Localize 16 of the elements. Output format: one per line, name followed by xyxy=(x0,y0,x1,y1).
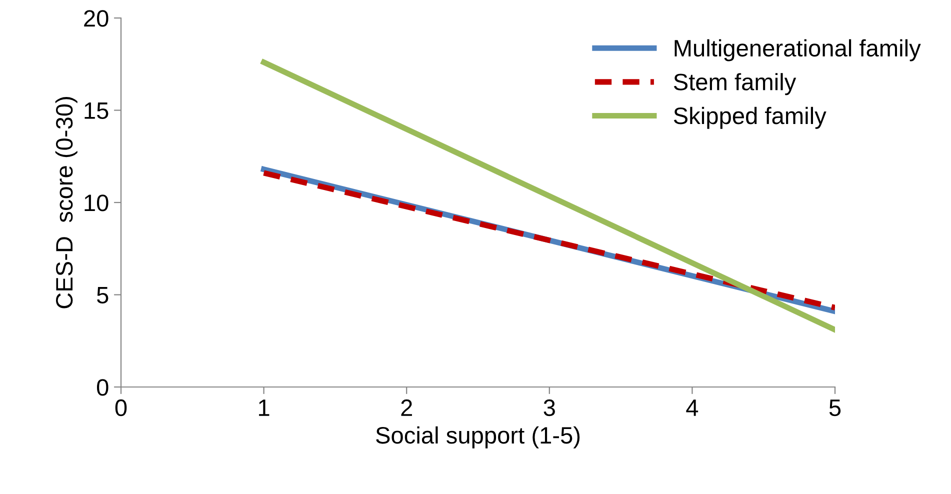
y-tick-label: 5 xyxy=(97,287,108,304)
x-tick-label: 3 xyxy=(544,399,555,416)
y-tick-label: 0 xyxy=(96,379,108,396)
legend-label: Stem family xyxy=(674,73,796,96)
x-tick-label: 0 xyxy=(115,399,127,416)
legend-label: Multigenerational family xyxy=(674,39,921,62)
y-tick-label: 20 xyxy=(84,10,108,27)
x-tick-label: 1 xyxy=(259,400,270,416)
x-tick-label: 5 xyxy=(829,400,841,416)
y-tick-label: 15 xyxy=(84,102,108,120)
y-tick-label: 10 xyxy=(84,194,108,212)
x-tick-label: 2 xyxy=(401,399,412,416)
x-axis-title: Social support (1-5) xyxy=(376,426,580,448)
x-tick-label: 4 xyxy=(686,400,698,416)
legend-label: Skipped family xyxy=(674,106,826,129)
y-axis-title: CES-D score (0-30) xyxy=(55,97,78,308)
